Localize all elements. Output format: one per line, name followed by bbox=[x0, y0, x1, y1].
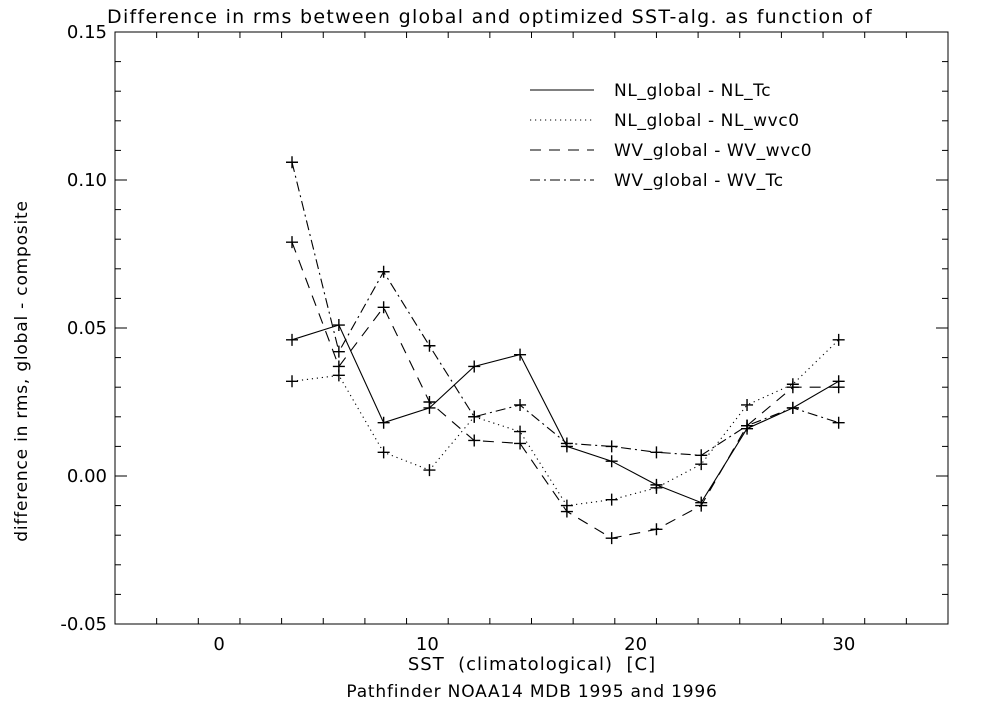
y-tick-label: 0.00 bbox=[67, 466, 107, 487]
data-point-marker bbox=[605, 455, 618, 468]
data-point-marker bbox=[695, 449, 708, 462]
x-tick-label: 20 bbox=[624, 634, 647, 655]
data-point-marker bbox=[332, 360, 345, 373]
series-line-3 bbox=[291, 242, 839, 539]
data-point-marker bbox=[468, 360, 481, 373]
data-point-marker bbox=[650, 523, 663, 536]
series-markers bbox=[286, 156, 845, 545]
chart-subtitle: Pathfinder NOAA14 MDB 1995 and 1996 bbox=[346, 682, 717, 702]
data-point-marker bbox=[786, 401, 799, 414]
data-point-marker bbox=[423, 396, 436, 408]
y-tick-label: 0.10 bbox=[67, 170, 107, 191]
data-point-marker bbox=[332, 345, 345, 358]
x-tick-label: 0 bbox=[213, 634, 224, 655]
legend-label-3: WV_global - WV_wvc0 bbox=[614, 141, 812, 161]
data-point-marker bbox=[286, 333, 299, 346]
data-point-marker bbox=[377, 446, 390, 459]
data-point-marker bbox=[468, 410, 481, 423]
series-line-2 bbox=[291, 339, 840, 507]
data-point-marker bbox=[605, 440, 618, 453]
data-point-marker bbox=[560, 505, 573, 518]
data-point-marker bbox=[605, 493, 618, 506]
data-point-marker bbox=[514, 437, 527, 450]
data-point-marker bbox=[786, 381, 799, 394]
data-point-marker bbox=[377, 301, 390, 314]
series-lines bbox=[291, 162, 840, 539]
data-point-marker bbox=[423, 464, 436, 477]
y-axis-label: difference in rms, global - composite bbox=[12, 200, 32, 541]
data-point-marker bbox=[832, 381, 845, 394]
data-point-marker bbox=[286, 375, 299, 388]
data-point-marker bbox=[741, 419, 754, 432]
data-point-marker bbox=[286, 236, 299, 249]
legend: NL_global - NL_Tc NL_global - NL_wvc0 WV_g… bbox=[530, 81, 812, 191]
data-point-marker bbox=[695, 499, 708, 512]
y-tick-label: 0.15 bbox=[67, 22, 107, 43]
x-axis-label: SST (climatological) [C] bbox=[408, 654, 656, 675]
data-point-marker bbox=[377, 416, 390, 429]
y-tick-label: 0.05 bbox=[67, 318, 107, 339]
legend-label-2: NL_global - NL_wvc0 bbox=[614, 111, 800, 131]
data-point-marker bbox=[832, 333, 845, 346]
plot-frame bbox=[114, 31, 949, 625]
series-line-1 bbox=[291, 324, 839, 504]
legend-label-1: NL_global - NL_Tc bbox=[614, 81, 771, 101]
series-line-4 bbox=[291, 162, 839, 456]
data-point-marker bbox=[423, 339, 436, 352]
data-point-marker bbox=[286, 156, 299, 169]
axis-ticks bbox=[114, 31, 949, 625]
data-point-marker bbox=[514, 398, 527, 411]
x-tick-label: 30 bbox=[832, 634, 855, 655]
y-tick-label: -0.05 bbox=[60, 614, 107, 635]
data-point-marker bbox=[332, 319, 345, 332]
axis-tick-labels: 0 10 20 30 -0.05 0.00 0.05 0.10 0.15 bbox=[60, 22, 855, 655]
data-point-marker bbox=[605, 532, 618, 545]
data-point-marker bbox=[514, 425, 527, 438]
data-point-marker bbox=[741, 398, 754, 411]
data-point-marker bbox=[377, 265, 390, 278]
chart-title: Difference in rms between global and opt… bbox=[107, 6, 873, 28]
legend-label-4: WV_global - WV_Tc bbox=[614, 171, 784, 191]
data-point-marker bbox=[514, 348, 527, 361]
data-point-marker bbox=[650, 446, 663, 459]
data-point-marker bbox=[560, 437, 573, 450]
data-point-marker bbox=[832, 416, 845, 429]
data-point-marker bbox=[650, 481, 663, 494]
x-tick-label: 10 bbox=[416, 634, 439, 655]
data-point-marker bbox=[468, 434, 481, 447]
